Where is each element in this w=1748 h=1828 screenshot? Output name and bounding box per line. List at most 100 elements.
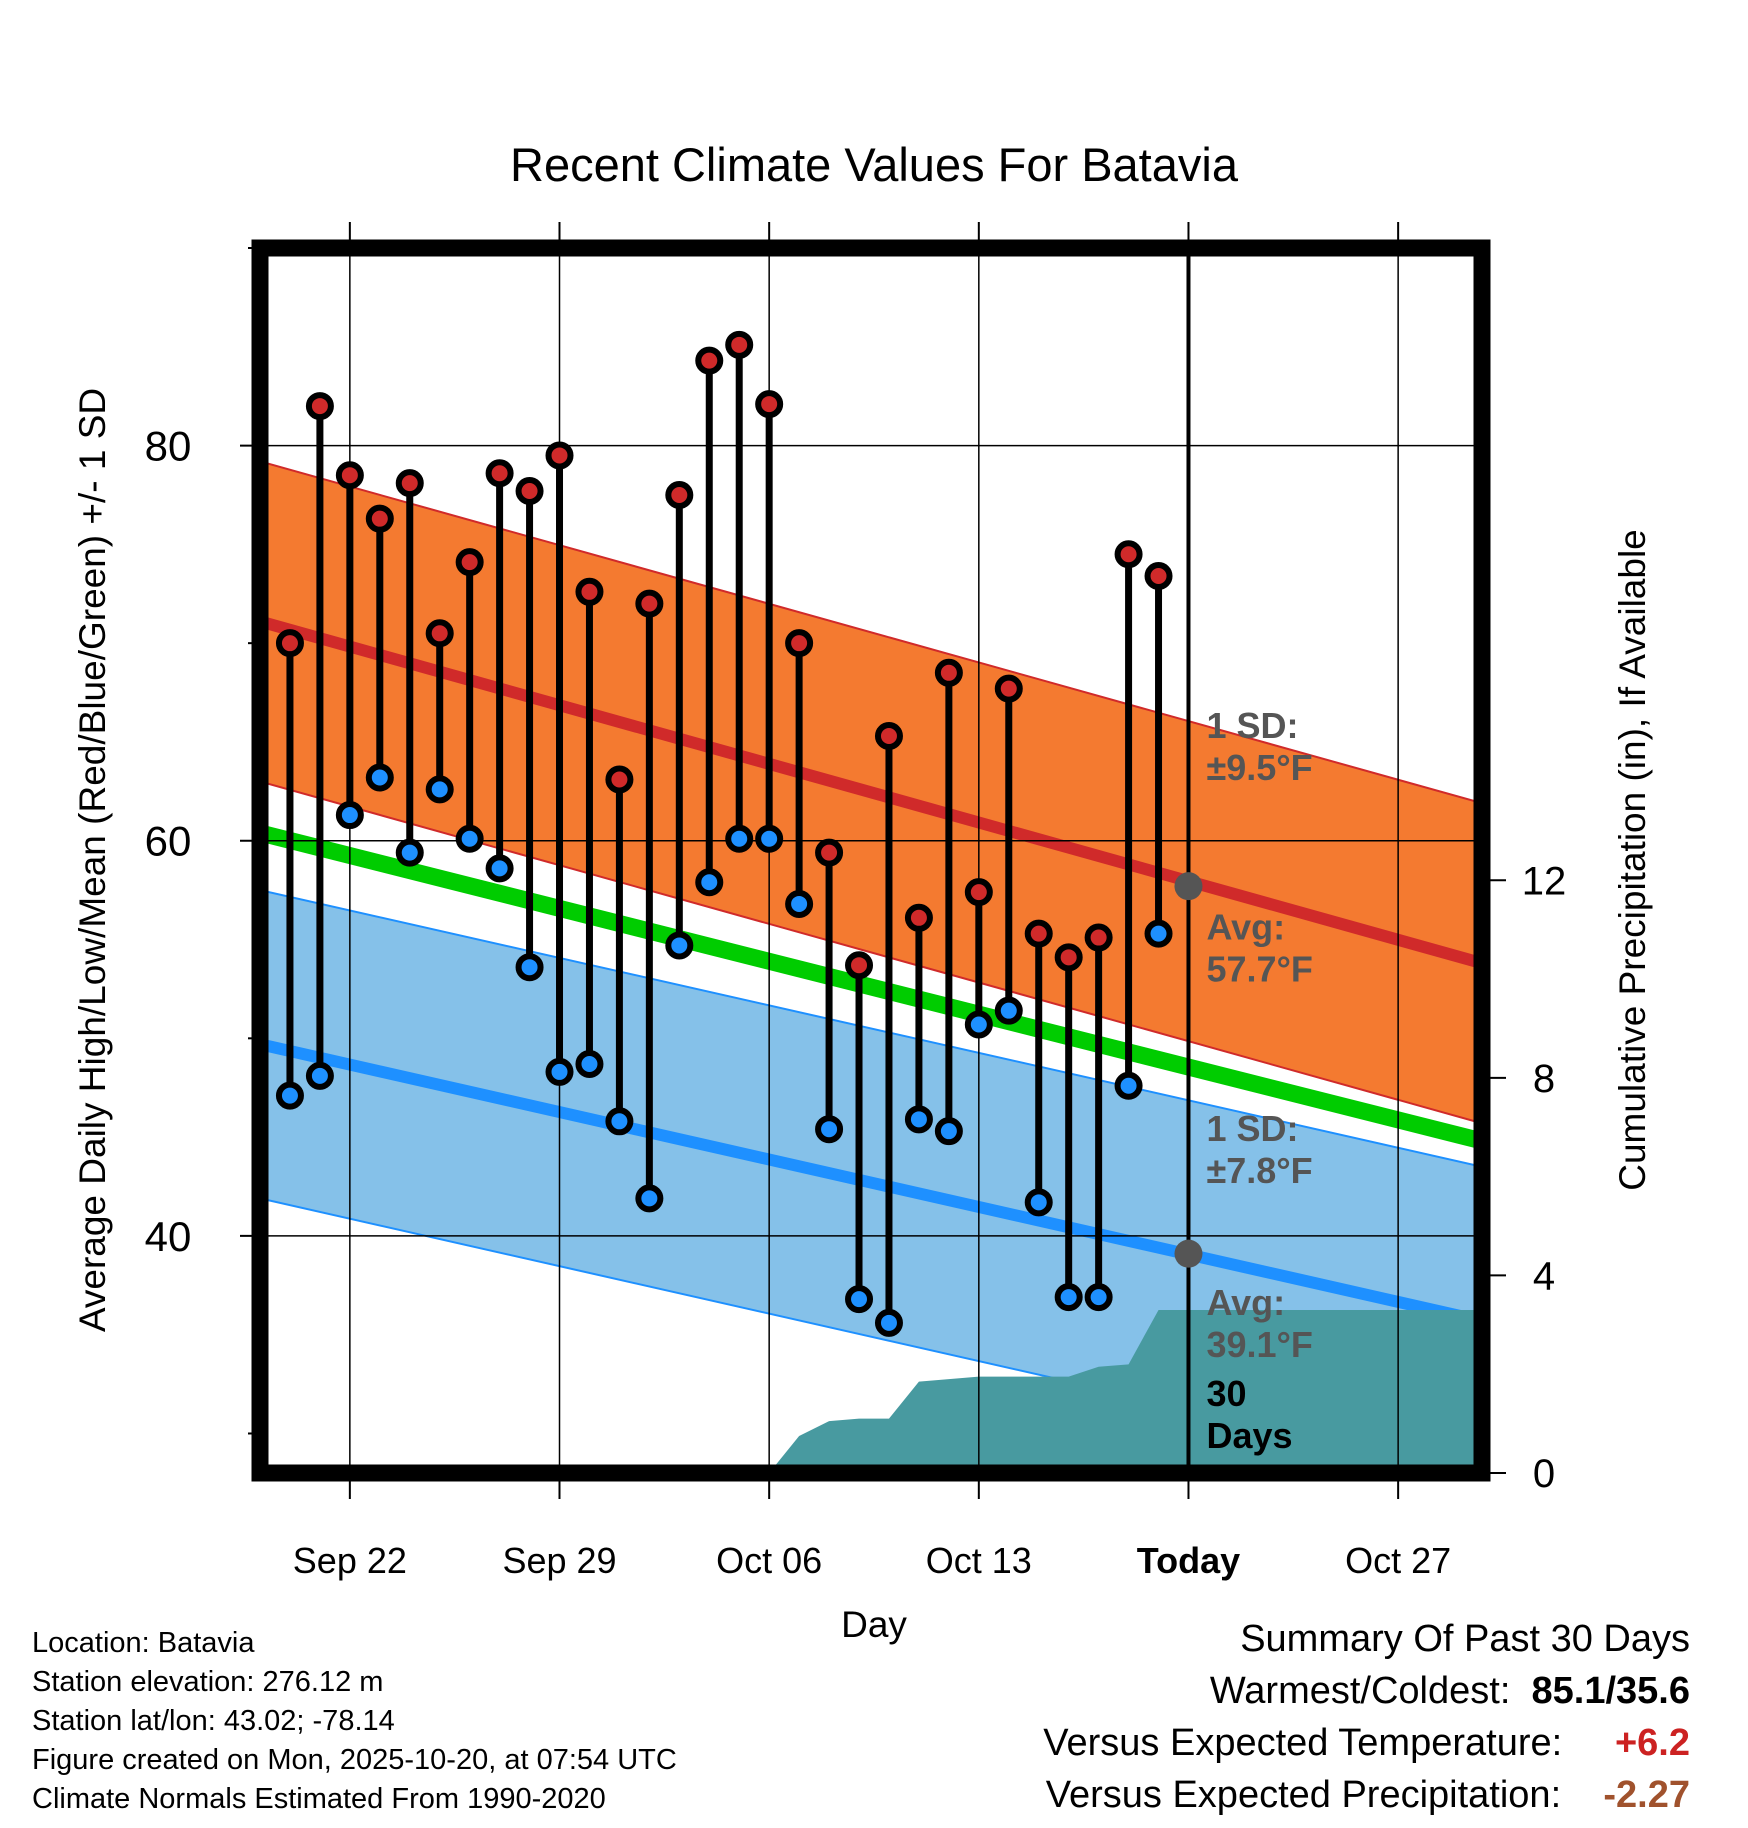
low-sd-annotation: ±7.8°F: [1206, 1150, 1312, 1191]
high-avg-annotation: 57.7°F: [1206, 949, 1312, 990]
daily-low-point: [695, 868, 724, 897]
daily-high-point: [605, 765, 634, 794]
x-tick-label: Oct 06: [716, 1540, 822, 1581]
daily-low-point: [874, 1308, 903, 1337]
warm-cold-value: 85.1/35.6: [1531, 1670, 1690, 1712]
daily-high-point: [934, 658, 963, 687]
daily-high-point: [904, 903, 933, 932]
daily-low-point: [1144, 919, 1173, 948]
summary-precipitation: Versus Expected Precipitation: -2.27: [1046, 1776, 1690, 1814]
daily-high-point: [1144, 561, 1173, 590]
summary-warm-cold: Warmest/Coldest: 85.1/35.6: [1210, 1672, 1690, 1710]
precip-value: -2.27: [1603, 1774, 1690, 1816]
daily-low-point: [365, 763, 394, 792]
precip-window-annotation: Days: [1206, 1415, 1292, 1456]
daily-low-point: [934, 1117, 963, 1146]
daily-high-point: [305, 392, 334, 421]
high-avg-annotation: Avg:: [1206, 907, 1285, 948]
plot-frame: [251, 239, 1491, 1482]
x-tick-label: Oct 27: [1345, 1540, 1451, 1581]
y2-tick-label: 4: [1533, 1254, 1555, 1298]
daily-high-point: [545, 441, 574, 470]
daily-high-point: [964, 878, 993, 907]
chart-title: Recent Climate Values For Batavia: [510, 138, 1239, 191]
daily-high-point: [395, 469, 424, 498]
footer-latlon: Station lat/lon: 43.02; -78.14: [32, 1705, 395, 1737]
daily-low-point: [605, 1107, 634, 1136]
daily-low-point: [964, 1010, 993, 1039]
daily-low-point: [575, 1050, 604, 1079]
today-avg-low-marker: [1174, 1239, 1203, 1268]
daily-low-point: [455, 824, 484, 853]
y2-tick-label: 12: [1522, 859, 1567, 903]
x-tick-label: Sep 29: [502, 1540, 616, 1581]
daily-high-point: [1024, 919, 1053, 948]
daily-low-point: [845, 1285, 874, 1314]
temp-value: +6.2: [1614, 1722, 1690, 1764]
daily-high-point: [845, 951, 874, 980]
warm-cold-label: Warmest/Coldest:: [1209, 1670, 1511, 1712]
daily-low-point: [275, 1081, 304, 1110]
daily-high-point: [575, 577, 604, 606]
y2-tick-label: 0: [1533, 1452, 1555, 1496]
daily-low-point: [485, 854, 514, 883]
normal-mean-line: [260, 824, 1482, 1150]
daily-high-point: [994, 674, 1023, 703]
daily-high-point: [485, 459, 514, 488]
daily-high-point: [335, 461, 364, 490]
daily-high-point: [755, 390, 784, 419]
low-sd-annotation: 1 SD:: [1206, 1108, 1298, 1149]
daily-high-point: [515, 477, 544, 506]
normal-high-line: [260, 615, 1482, 970]
daily-low-point: [515, 953, 544, 982]
daily-low-point: [545, 1057, 574, 1086]
daily-high-point: [785, 629, 814, 658]
summary-title: Summary Of Past 30 Days: [1240, 1618, 1690, 1660]
daily-high-point: [665, 480, 694, 509]
footer-elevation: Station elevation: 276.12 m: [32, 1666, 384, 1698]
y-axis-label: Average Daily High/Low/Mean (Red/Blue/Gr…: [72, 388, 113, 1332]
high-sd-annotation: ±9.5°F: [1206, 747, 1312, 788]
daily-low-point: [994, 996, 1023, 1025]
daily-low-point: [725, 824, 754, 853]
daily-high-point: [1084, 923, 1113, 952]
daily-high-point: [425, 619, 454, 648]
daily-low-point: [1114, 1071, 1143, 1100]
daily-low-point: [335, 801, 364, 830]
today-avg-high-marker: [1174, 872, 1203, 901]
precip-window-annotation: 30: [1206, 1373, 1246, 1414]
daily-low-point: [635, 1184, 664, 1213]
daily-low-point: [1024, 1188, 1053, 1217]
high-sd-annotation: 1 SD:: [1206, 705, 1298, 746]
y-tick-label: 60: [145, 818, 192, 865]
x-axis-label: Day: [841, 1604, 907, 1645]
daily-high-point: [1114, 540, 1143, 569]
x-tick-label: Oct 13: [926, 1540, 1032, 1581]
daily-high-point: [365, 504, 394, 533]
daily-low-point: [904, 1105, 933, 1134]
plot-area: [260, 248, 1482, 1473]
daily-low-point: [755, 824, 784, 853]
daily-high-point: [275, 629, 304, 658]
daily-low-point: [815, 1115, 844, 1144]
footer-created: Figure created on Mon, 2025-10-20, at 07…: [32, 1744, 677, 1776]
precip-label: Versus Expected Precipitation:: [1045, 1774, 1562, 1816]
daily-low-point: [665, 931, 694, 960]
y-tick-label: 80: [145, 423, 192, 470]
daily-low-point: [1084, 1283, 1113, 1312]
daily-high-point: [815, 838, 844, 867]
daily-high-point: [725, 330, 754, 359]
daily-high-point: [455, 548, 484, 577]
daily-low-point: [785, 889, 814, 918]
daily-high-point: [695, 346, 724, 375]
normal-low-line: [260, 1038, 1482, 1327]
daily-low-point: [395, 838, 424, 867]
footer-location: Location: Batavia: [32, 1627, 255, 1659]
temp-label: Versus Expected Temperature:: [1043, 1722, 1563, 1764]
y2-tick-label: 8: [1533, 1057, 1555, 1101]
daily-high-point: [874, 722, 903, 751]
daily-low-point: [425, 775, 454, 804]
x-tick-label: Sep 22: [293, 1540, 407, 1581]
daily-high-point: [1054, 943, 1083, 972]
